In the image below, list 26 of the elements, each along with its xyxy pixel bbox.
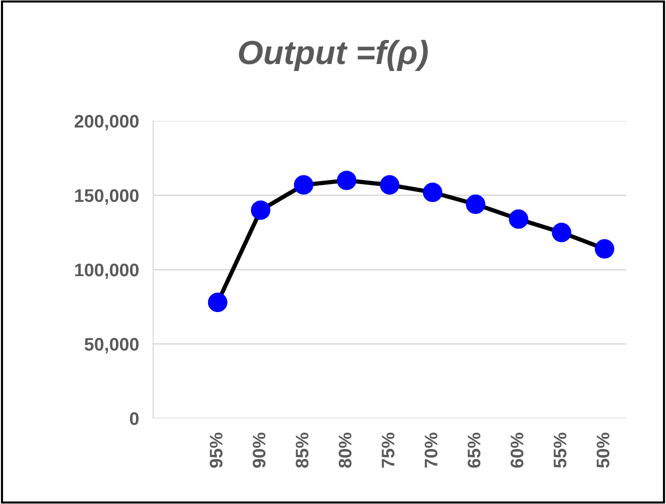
- point: [250, 200, 270, 220]
- x-tick-label: 80%: [338, 432, 352, 468]
- point: [422, 182, 442, 202]
- point: [208, 292, 228, 312]
- point: [380, 175, 400, 195]
- point: [294, 175, 314, 195]
- x-tick-label: 70%: [424, 432, 438, 468]
- y-tick-label: 200,000: [74, 114, 139, 130]
- y-tick-label: 0: [130, 412, 139, 426]
- x-tick-label: 95%: [210, 432, 223, 468]
- x-tick-label: 85%: [296, 432, 308, 468]
- point: [552, 222, 572, 242]
- x-tick-label: 55%: [554, 432, 566, 468]
- x-tick-label: 75%: [382, 432, 394, 468]
- x-tick-label: 60%: [510, 432, 524, 468]
- x-tick-label: 90%: [252, 432, 266, 468]
- y-tick-label: 100,000: [75, 264, 139, 279]
- point: [466, 194, 486, 214]
- y-tick-label: 50,000: [84, 338, 139, 354]
- chart-title: Output =f(ρ): [238, 40, 428, 71]
- point: [336, 170, 356, 190]
- x-tick-label: 50%: [596, 432, 610, 468]
- point: [508, 209, 528, 229]
- y-tick-label: 150,000: [75, 189, 139, 205]
- x-tick-label: 65%: [468, 432, 480, 468]
- point: [594, 239, 614, 259]
